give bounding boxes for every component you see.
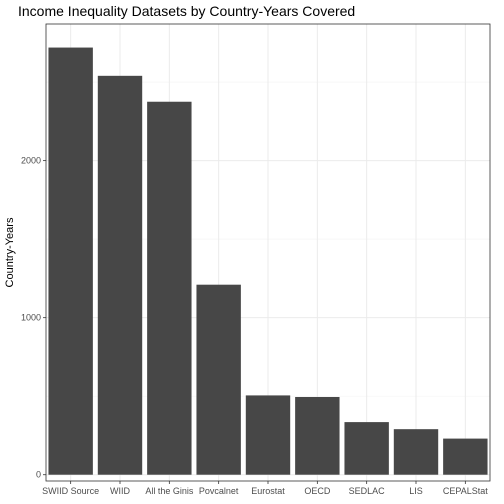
x-tick-label: Eurostat [251,486,285,496]
x-tick-label: OECD [304,486,331,496]
x-tick-label: All the Ginis [145,486,194,496]
y-tick-label: 0 [36,470,41,480]
y-axis: 0 1000 2000 [21,156,46,480]
bar [147,101,192,475]
y-tick-label: 1000 [21,313,41,323]
x-tick-label: WIID [110,486,130,496]
bar [295,396,340,475]
chart-title: Income Inequality Datasets by Country-Ye… [18,3,356,19]
bar [344,422,389,475]
bar [393,429,439,475]
x-tick-label: SWIID Source [42,486,99,496]
x-tick-label: SEDLAC [349,486,386,496]
y-axis-title: Country-Years [4,217,16,287]
y-tick-label: 2000 [21,156,41,166]
bars [48,47,488,475]
bar [245,395,291,475]
bar [196,284,241,475]
bar [443,438,488,475]
x-tick-label: LIS [409,486,423,496]
x-tick-label: CEPALStat [443,486,488,496]
bar [48,47,93,475]
x-axis: SWIID Source WIID All the Ginis Povcalnet Eu… [42,481,488,496]
bar [97,75,143,475]
x-tick-label: Povcalnet [199,486,239,496]
